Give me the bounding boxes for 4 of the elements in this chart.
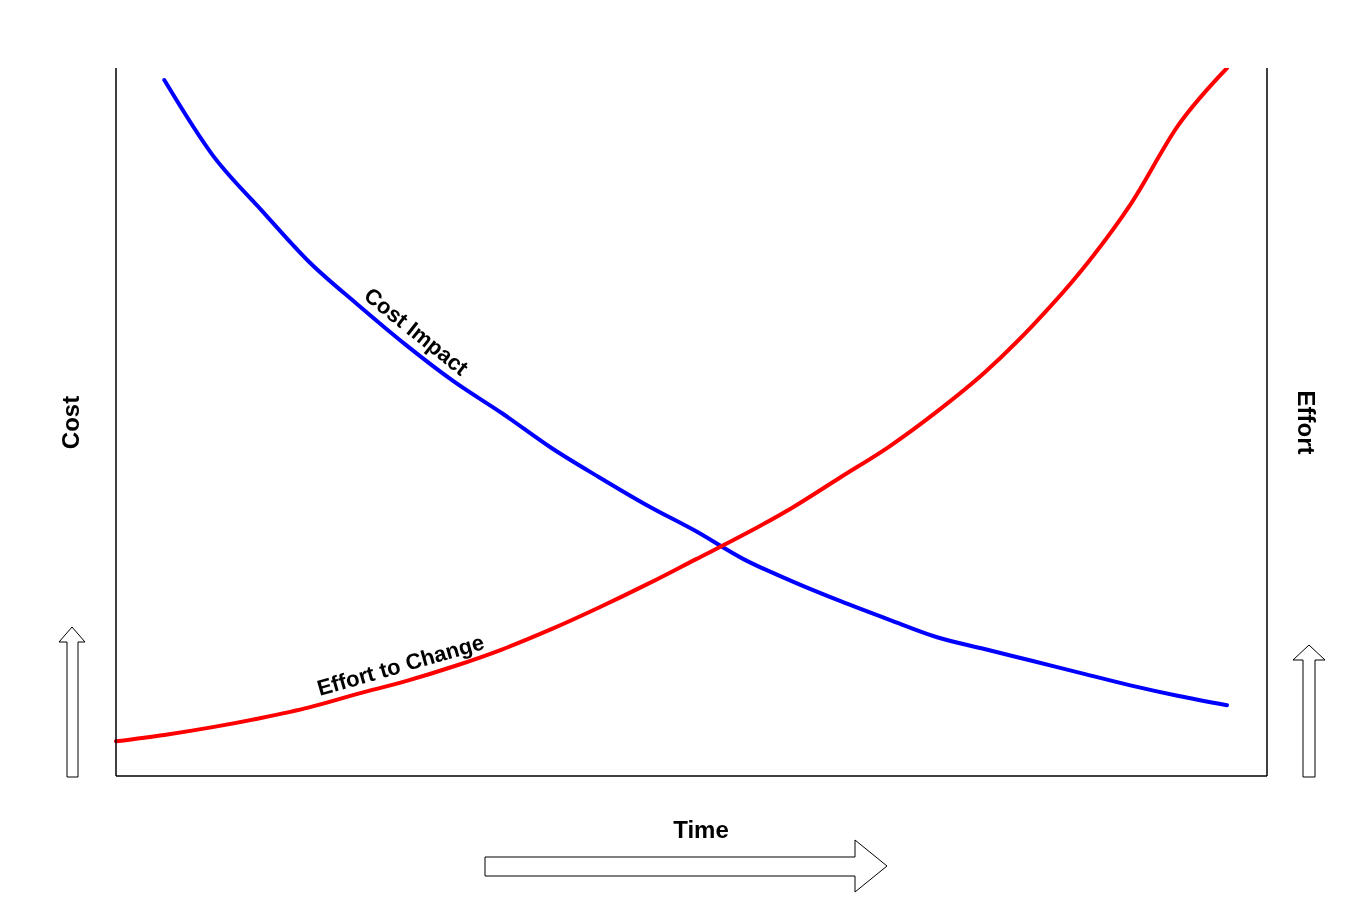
y2-axis-title: Effort: [1293, 390, 1320, 455]
text: Effort to Change: [314, 629, 487, 701]
y-axis-title: Cost: [57, 395, 84, 450]
x-axis-title: Time: [673, 816, 729, 843]
